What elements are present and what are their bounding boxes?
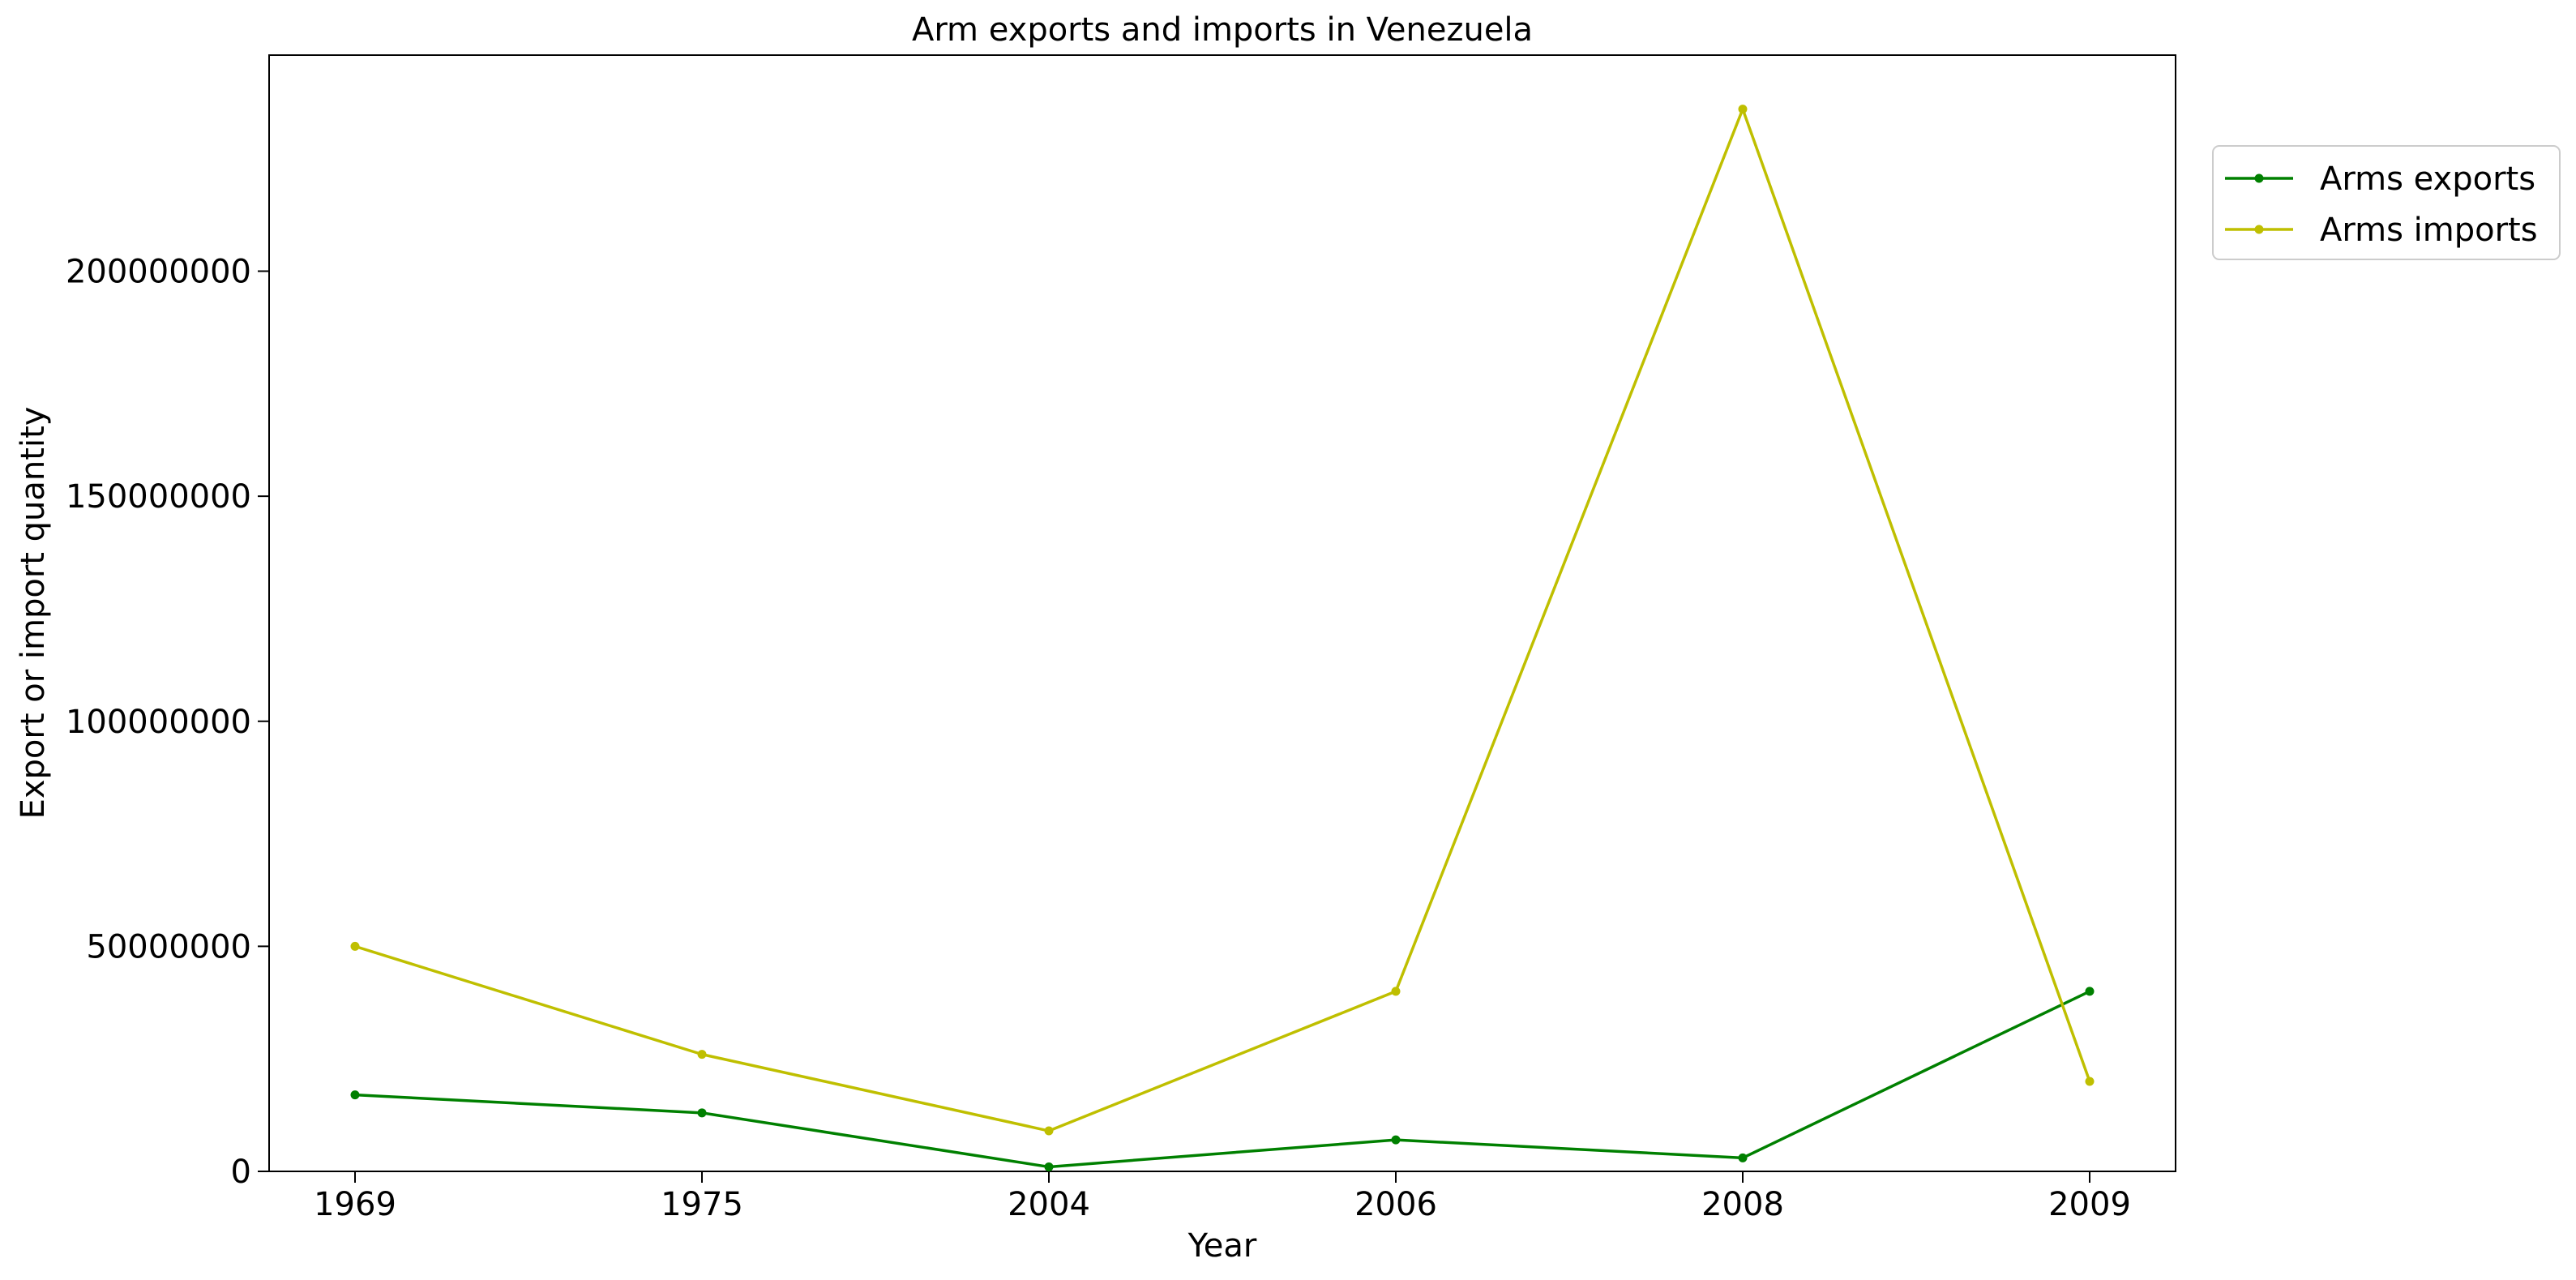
data-point-arms-exports[interactable] [2085,987,2095,996]
x-tick-label: 1975 [661,1186,743,1223]
y-axis: 0 50000000 100000000 150000000 200000000 [66,254,269,1191]
legend-marker-arms-imports [2254,225,2264,234]
y-tick-label: 200000000 [66,254,251,291]
data-point-arms-imports[interactable] [1044,1126,1054,1136]
data-point-arms-imports[interactable] [2085,1077,2095,1086]
legend[interactable]: Arms exports Arms imports [2212,145,2561,260]
data-point-arms-exports[interactable] [697,1108,707,1118]
data-point-arms-exports[interactable] [1391,1135,1401,1145]
x-axis: 1969 1975 2004 2006 2008 2009 [314,1171,2131,1223]
legend-label-arms-exports: Arms exports [2320,161,2535,198]
series-line-arms-exports [354,990,2090,1169]
legend-frame [2212,145,2561,260]
data-point-arms-exports[interactable] [350,1090,360,1100]
plot-area [268,54,2176,1172]
data-point-arms-imports[interactable] [350,941,360,951]
data-point-arms-exports[interactable] [1044,1162,1054,1171]
legend-label-arms-imports: Arms imports [2320,212,2538,249]
x-tick-label: 2008 [1701,1186,1784,1223]
data-point-arms-exports[interactable] [1738,1153,1748,1162]
data-point-arms-imports[interactable] [697,1050,707,1060]
data-point-arms-imports[interactable] [1738,105,1748,114]
series-layer [350,105,2095,1171]
x-tick-label: 2009 [2048,1186,2131,1223]
y-tick-label: 150000000 [66,478,251,516]
x-axis-label: Year [1187,1227,1257,1265]
x-tick-label: 2004 [1008,1186,1090,1223]
y-tick-label: 50000000 [86,928,251,965]
x-tick-label: 2006 [1354,1186,1437,1223]
chart-title: Arm exports and imports in Venezuela [912,11,1533,49]
legend-marker-arms-exports [2254,173,2264,183]
y-axis-label: Export or import quantity [15,407,52,820]
series-line-arms-imports [354,107,2091,1132]
x-tick-label: 1969 [314,1186,396,1223]
data-point-arms-imports[interactable] [1391,987,1401,996]
y-tick-label: 0 [231,1154,251,1191]
y-tick-label: 100000000 [66,704,251,741]
